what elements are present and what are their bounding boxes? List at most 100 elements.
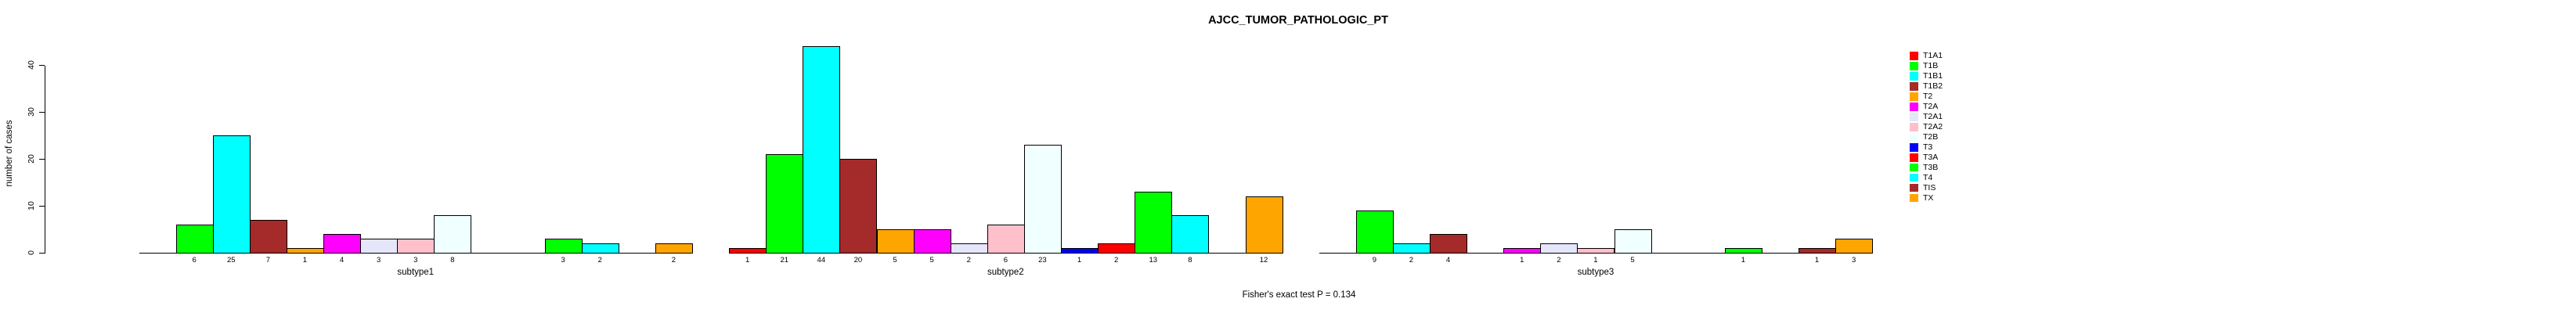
y-axis-label: number of cases: [5, 120, 14, 187]
bar-T2: [286, 248, 324, 254]
legend-swatch-T2A: [1910, 103, 1918, 111]
legend-label-T1B2: T1B2: [1923, 81, 1943, 92]
legend-label-TX: TX: [1923, 192, 1934, 203]
bar-value-label: 1: [1593, 256, 1598, 264]
legend-label-T2A: T2A: [1923, 102, 1939, 112]
y-axis-tick: [38, 159, 45, 160]
bar-T1B: [1355, 210, 1394, 254]
bar-T4: [581, 243, 619, 254]
bar-value-label: 9: [1372, 256, 1376, 264]
bar-value-label: 13: [1149, 256, 1158, 264]
bar-T2A1: [1540, 243, 1578, 254]
bar-TX: [1245, 196, 1283, 254]
bar-value-label: 1: [1741, 256, 1745, 264]
bar-value-label: 1: [1814, 256, 1820, 264]
legend-label-T3: T3: [1923, 142, 1933, 153]
legend-swatch-T1B: [1910, 62, 1918, 70]
bar-value-label: 2: [966, 256, 971, 264]
legend-label-T3B: T3B: [1923, 162, 1939, 172]
bar-value-label: 12: [1259, 256, 1268, 264]
legend-swatch-T2B: [1910, 133, 1918, 142]
bar-value-label: 3: [376, 256, 381, 264]
bar-value-label: 20: [853, 256, 863, 264]
bar-T2B: [1614, 229, 1652, 254]
bar-T1B1: [803, 46, 841, 254]
bar-T2A1: [950, 243, 988, 254]
bar-value-label: 5: [893, 256, 897, 264]
legend-label-T1B: T1B: [1923, 61, 1939, 71]
x-axis-group-label: subtype2: [987, 268, 1024, 277]
bar-T1B2: [1430, 234, 1468, 254]
bar-value-label: 2: [597, 256, 602, 264]
bar-value-label: 6: [192, 256, 197, 264]
legend-label-T4: T4: [1923, 172, 1933, 182]
bar-T1B: [175, 225, 214, 254]
legend-swatch-T3B: [1910, 163, 1918, 172]
legend-swatch-T1B1: [1910, 72, 1918, 81]
pvalue-annotation: Fisher's exact test P = 0.134: [1242, 290, 1356, 300]
legend-swatch-T1B2: [1910, 82, 1918, 91]
bar-value-label: 8: [450, 256, 455, 264]
bar-T2A: [913, 229, 951, 254]
bar-value-label: 3: [561, 256, 565, 264]
bar-value-label: 1: [302, 256, 308, 264]
bar-T2A2: [397, 239, 435, 254]
y-axis-tick-label: 40: [27, 60, 36, 70]
bar-value-label: 6: [1003, 256, 1008, 264]
chart-title: AJCC_TUMOR_PATHOLOGIC_PT: [1208, 14, 1388, 27]
bar-value-label: 2: [671, 256, 676, 264]
legend-swatch-T2A1: [1910, 113, 1918, 121]
bar-value-label: 3: [1851, 256, 1856, 264]
bar-value-label: 3: [413, 256, 418, 264]
legend-label-T2: T2: [1923, 92, 1933, 102]
bar-value-label: 4: [1445, 256, 1451, 264]
y-axis-tick: [38, 253, 45, 254]
y-axis-tick: [38, 112, 45, 113]
y-axis-tick: [38, 206, 45, 207]
bar-TX: [655, 243, 693, 254]
y-axis-tick-label: 30: [27, 107, 36, 117]
bar-TX: [1835, 239, 1874, 254]
bar-T2B: [434, 215, 472, 254]
legend-swatch-T3: [1910, 143, 1918, 152]
bar-value-label: 5: [1630, 256, 1635, 264]
bar-T1B: [766, 154, 804, 254]
bar-T2: [876, 229, 915, 254]
legend-swatch-TIS: [1910, 183, 1918, 192]
legend-label-TIS: TIS: [1923, 182, 1936, 192]
bar-T2A2: [1577, 248, 1615, 254]
bar-TIS: [1799, 248, 1837, 254]
bar-T3B: [544, 239, 583, 254]
y-axis-tick-label: 0: [27, 250, 36, 256]
bar-T1B2: [839, 159, 878, 254]
legend-swatch-T1A1: [1910, 52, 1918, 60]
bar-value-label: 44: [817, 256, 826, 264]
bar-T1B1: [212, 135, 251, 254]
bar-value-label: 23: [1038, 256, 1047, 264]
bar-T1A1: [729, 248, 767, 254]
legend-label-T2B: T2B: [1923, 132, 1939, 142]
bar-value-label: 2: [1409, 256, 1414, 264]
legend-swatch-T4: [1910, 173, 1918, 182]
bar-T1B2: [249, 220, 287, 254]
bar-T3: [1061, 248, 1099, 254]
y-axis-tick-label: 10: [27, 201, 36, 211]
bar-T3A: [1098, 243, 1136, 254]
bar-T2A2: [987, 225, 1025, 254]
bar-value-label: 21: [780, 256, 789, 264]
bar-value-label: 5: [929, 256, 934, 264]
legend-swatch-T2A2: [1910, 123, 1918, 131]
bar-T2B: [1023, 145, 1062, 254]
bar-T1B1: [1392, 243, 1431, 254]
bar-value-label: 4: [339, 256, 345, 264]
bar-T2A: [323, 234, 362, 254]
bar-value-label: 2: [1113, 256, 1119, 264]
x-axis-group-label: subtype1: [397, 268, 435, 277]
bar-T4: [1171, 215, 1210, 254]
bar-T2A1: [360, 239, 399, 254]
bar-value-label: 8: [1188, 256, 1192, 264]
legend-label-T1B1: T1B1: [1923, 71, 1943, 81]
y-axis-tick: [38, 65, 45, 67]
bar-value-label: 7: [265, 256, 270, 264]
